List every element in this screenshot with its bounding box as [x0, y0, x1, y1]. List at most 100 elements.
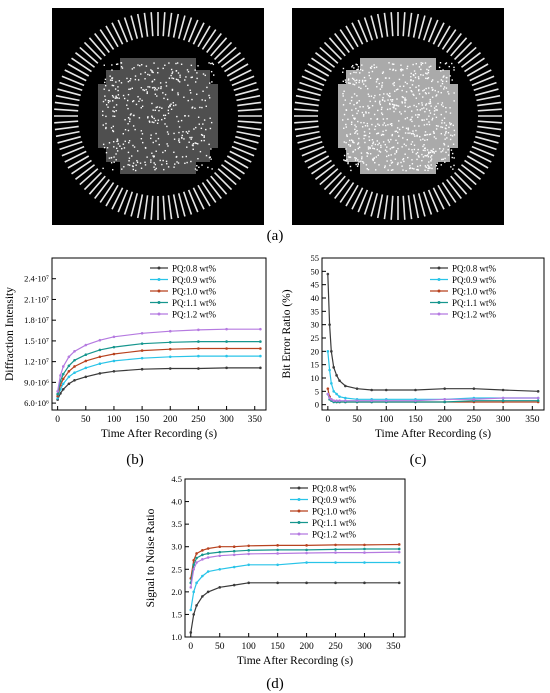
x-tick-label: 100	[107, 415, 122, 425]
data-pixel	[170, 108, 173, 111]
data-pixel	[387, 169, 389, 171]
data-pixel	[440, 92, 442, 94]
data-pixel	[413, 148, 416, 151]
data-pixel	[184, 115, 186, 117]
data-pixel	[208, 62, 210, 64]
data-point	[195, 556, 198, 560]
data-pixel	[358, 86, 360, 89]
legend-label: PQ:0.9 wt%	[172, 275, 217, 285]
data-block-dim	[98, 58, 218, 174]
data-pixel	[357, 142, 360, 144]
data-pixel	[368, 106, 371, 109]
data-pixel	[416, 158, 418, 161]
data-pixel	[164, 150, 166, 152]
data-pixel	[427, 151, 430, 153]
data-pixel	[199, 150, 202, 153]
data-pixel	[436, 94, 438, 96]
data-pixel	[430, 158, 433, 160]
data-point	[73, 365, 76, 368]
data-pixel	[153, 86, 155, 89]
data-pixel	[358, 161, 360, 163]
reference-ray	[407, 195, 413, 220]
data-pixel	[445, 76, 448, 79]
data-pixel	[342, 104, 345, 106]
data-pixel	[378, 164, 380, 166]
reference-ray	[376, 194, 384, 219]
data-pixel	[368, 132, 371, 134]
y-tick-label: 1.0	[171, 632, 182, 642]
data-pixel	[444, 134, 446, 136]
data-pixel	[347, 153, 349, 155]
data-pixel	[378, 142, 380, 144]
data-pixel	[421, 102, 423, 104]
data-pixel	[104, 95, 106, 97]
data-pixel	[119, 145, 121, 147]
data-pixel	[158, 143, 160, 146]
data-pixel	[112, 115, 114, 117]
reference-ray	[432, 22, 445, 45]
legend-label: PQ:1.2 wt%	[452, 310, 497, 320]
data-pixel	[138, 100, 140, 103]
data-pixel	[177, 162, 180, 164]
reference-ray	[295, 130, 320, 138]
reference-ray	[187, 189, 199, 213]
data-pixel	[131, 155, 133, 157]
legend-label: PQ:1.0 wt%	[312, 507, 357, 517]
data-pixel	[367, 146, 370, 148]
data-page-image-left	[52, 8, 264, 225]
data-point	[232, 545, 236, 549]
data-pixel	[111, 84, 114, 87]
data-pixel	[167, 109, 170, 112]
data-pixel	[355, 79, 358, 81]
data-pixel	[450, 149, 453, 151]
data-point	[73, 378, 76, 382]
reference-ray	[210, 37, 228, 57]
data-pixel	[197, 65, 199, 67]
data-pixel	[181, 134, 183, 137]
data-pixel	[442, 76, 444, 78]
reference-ray	[446, 178, 462, 199]
data-pixel	[352, 83, 354, 85]
data-pixel	[410, 76, 412, 78]
reference-ray	[192, 22, 205, 45]
data-pixel	[423, 144, 425, 146]
data-pixel	[410, 79, 412, 81]
legend-marker	[437, 278, 441, 281]
data-point	[305, 551, 308, 555]
data-pixel	[345, 123, 347, 126]
data-pixel	[363, 122, 365, 124]
data-pixel	[424, 62, 427, 64]
data-pixel	[185, 131, 188, 133]
data-pixel	[154, 163, 157, 166]
data-pixel	[343, 141, 346, 143]
data-pixel	[389, 68, 391, 70]
data-pixel	[148, 121, 151, 123]
data-point	[73, 349, 76, 353]
reference-ray	[450, 175, 468, 195]
reference-ray	[54, 125, 79, 131]
data-point	[225, 366, 228, 370]
reference-ray	[477, 108, 502, 112]
reference-ray	[54, 101, 79, 107]
data-pixel	[430, 149, 432, 152]
reference-ray	[182, 17, 193, 41]
reference-ray	[299, 140, 323, 151]
legend-marker	[437, 289, 441, 293]
data-pixel	[142, 89, 144, 91]
data-pixel	[111, 64, 113, 66]
data-pixel	[425, 166, 427, 168]
data-pixel	[144, 78, 146, 80]
data-pixel	[140, 63, 143, 66]
data-pixel	[117, 89, 119, 92]
data-point	[192, 567, 195, 571]
data-pixel	[140, 138, 143, 140]
data-pixel	[191, 136, 193, 139]
reference-ray	[237, 108, 262, 112]
data-pixel	[453, 100, 455, 102]
data-point	[218, 545, 222, 549]
reference-ray	[182, 191, 193, 215]
data-pixel	[416, 151, 419, 154]
data-pixel	[428, 167, 430, 169]
data-pixel	[210, 121, 213, 124]
data-pixel	[390, 159, 392, 162]
